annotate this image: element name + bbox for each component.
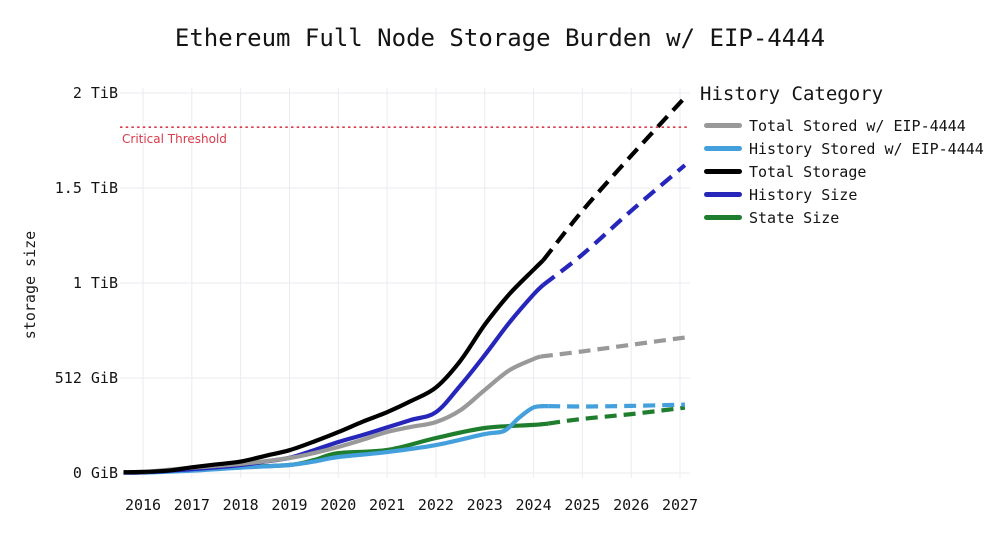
x-tick-label: 2016 (124, 496, 162, 514)
x-tick-label: 2025 (564, 496, 601, 514)
series-solid-history-size (123, 283, 545, 475)
legend-item: History Stored w/ EIP-4444 (700, 137, 984, 160)
y-tick-label: 512 GiB (54, 369, 118, 387)
critical-threshold-label: Critical Threshold (122, 132, 227, 146)
series-dashed-state-size (547, 405, 686, 426)
y-tick-label: 2 TiB (72, 84, 118, 102)
x-tick-label: 2027 (661, 496, 699, 514)
legend-swatch-icon (704, 169, 742, 174)
legend-swatch-icon (704, 192, 742, 197)
y-tick-label: 1 TiB (72, 274, 118, 292)
legend: History Category Total Stored w/ EIP-444… (700, 83, 984, 229)
series-dashed-total-storage (541, 93, 689, 262)
series-solid-total-storage (123, 258, 545, 475)
legend-swatch-icon (704, 123, 742, 128)
x-tick-label: 2022 (417, 496, 454, 514)
legend-item-label: History Size (749, 185, 858, 204)
x-tick-label: 2026 (613, 496, 650, 514)
legend-item-label: State Size (749, 208, 840, 227)
x-tick-label: 2021 (369, 496, 406, 514)
x-tick-label: 2020 (320, 496, 357, 514)
legend-item-label: History Stored w/ EIP-4444 (749, 139, 984, 158)
legend-item-label: Total Storage (749, 162, 867, 181)
legend-item-label: Total Stored w/ EIP-4444 (749, 116, 966, 135)
x-tick-label: 2023 (466, 496, 503, 514)
x-tick-label: 2024 (515, 496, 552, 514)
legend-items: Total Stored w/ EIP-4444 History Stored w… (700, 114, 984, 229)
legend-item: Total Stored w/ EIP-4444 (700, 114, 984, 137)
legend-item: History Size (700, 183, 984, 206)
legend-title: History Category (700, 83, 884, 105)
chart-title: Ethereum Full Node Storage Burden w/ EIP… (174, 24, 826, 52)
legend-swatch-icon (704, 146, 742, 151)
legend-swatch-icon (704, 215, 742, 220)
x-tick-label: 2019 (271, 496, 308, 514)
x-tick-label: 2018 (222, 496, 259, 514)
series-dashed-history-size (542, 163, 687, 287)
legend-item: Total Storage (700, 160, 984, 183)
series-dashed-total-stored-w-eip-4444 (540, 335, 686, 359)
series-dashed-history-stored-w-eip-4444 (548, 402, 685, 409)
legend-item: State Size (700, 206, 984, 229)
y-tick-label: 1.5 TiB (54, 179, 118, 197)
y-tick-label: 0 GiB (72, 464, 118, 482)
x-tick-label: 2017 (173, 496, 210, 514)
